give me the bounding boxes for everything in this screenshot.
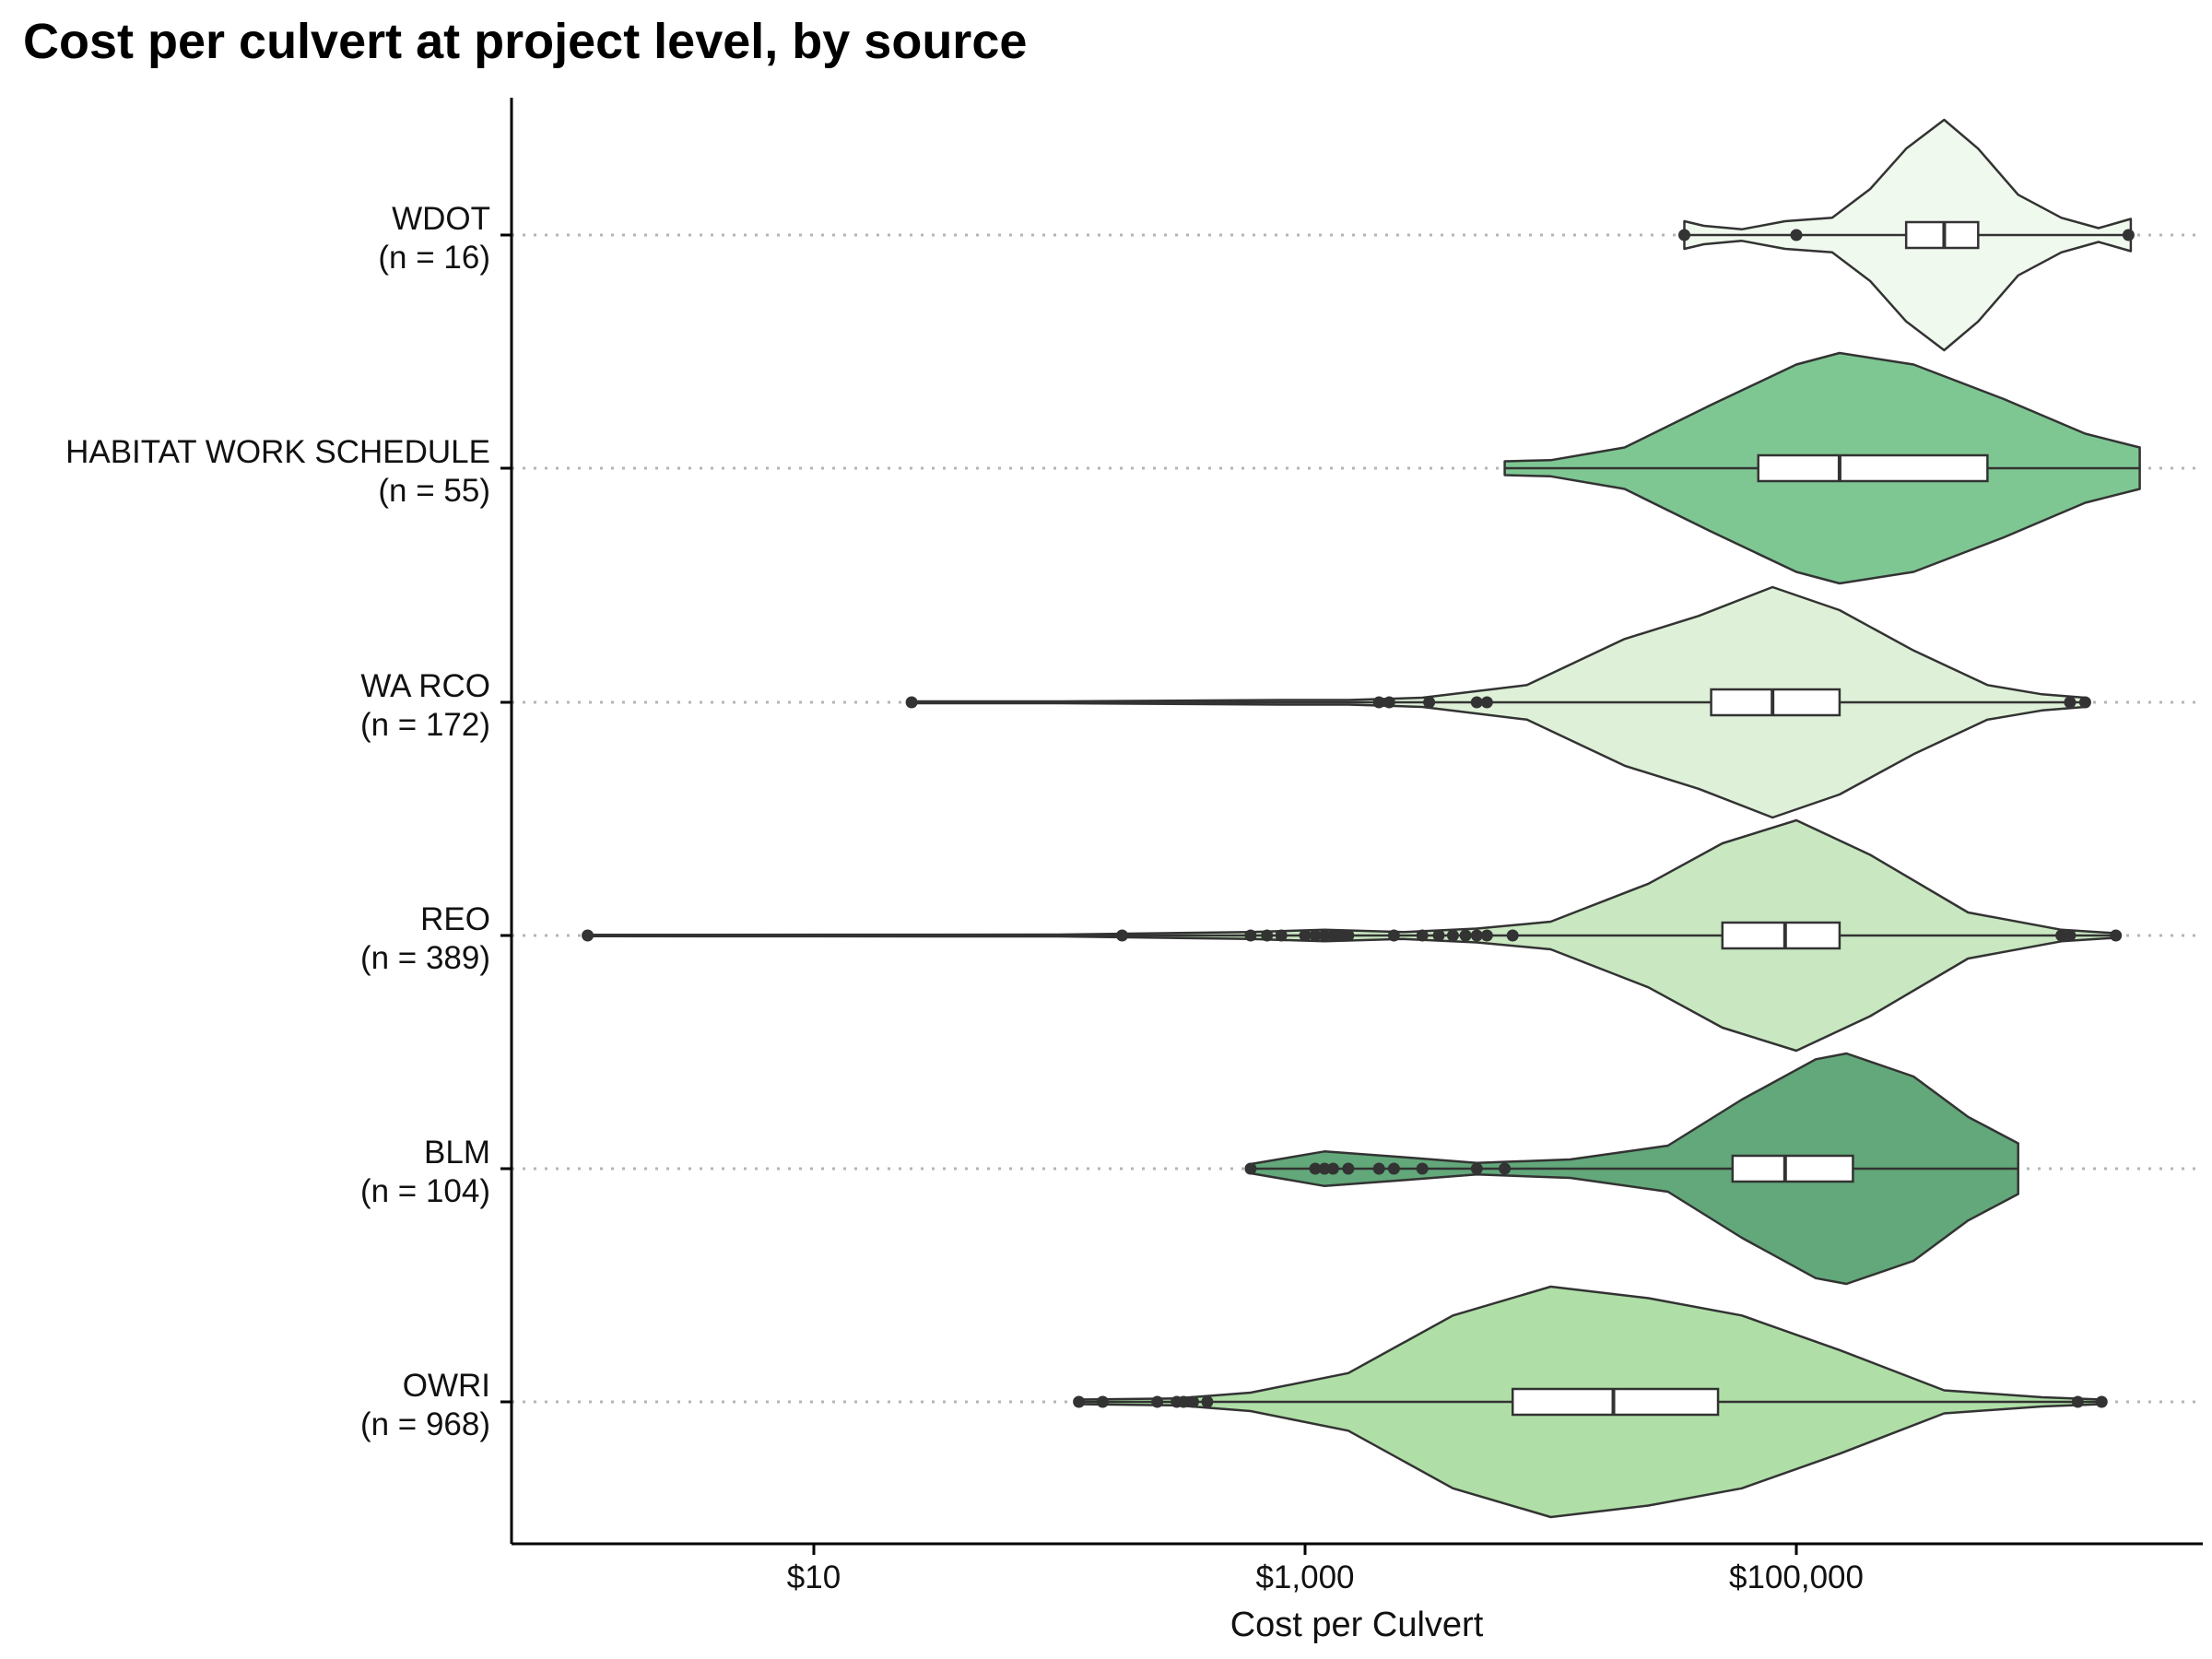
y-n-label-wdot: (n = 16): [378, 240, 490, 276]
y-n-label-owri: (n = 968): [360, 1406, 490, 1442]
outlier-blm-9: [1499, 1162, 1512, 1175]
outlier-reo-21: [2110, 929, 2123, 942]
outlier-wa-rco-6: [2064, 696, 2077, 709]
boxplots: [1511, 220, 1989, 1417]
outlier-wdot-2: [2122, 229, 2135, 241]
y-n-label-reo: (n = 389): [360, 940, 490, 976]
outlier-owri-5: [1187, 1395, 1199, 1408]
outlier-reo-3: [1261, 929, 1274, 942]
y-n-label-blm: (n = 104): [360, 1173, 490, 1209]
outlier-reo-5: [1299, 929, 1312, 942]
box-habitat-work-schedule: [1757, 453, 1989, 483]
outlier-owri-1: [1096, 1395, 1109, 1408]
outlier-reo-2: [1244, 929, 1257, 942]
outlier-reo-16: [1470, 929, 1483, 942]
outlier-blm-1: [1309, 1162, 1322, 1175]
y-label-wa-rco: WA RCO: [360, 668, 490, 704]
outlier-blm-6: [1387, 1162, 1400, 1175]
violins: [586, 118, 2141, 1519]
outlier-reo-0: [582, 929, 594, 942]
x-tick-label-0: $10: [787, 1559, 841, 1595]
outlier-blm-0: [1244, 1162, 1257, 1175]
outlier-wdot-1: [1790, 229, 1803, 241]
outlier-reo-18: [1506, 929, 1519, 942]
outlier-wa-rco-5: [1480, 696, 1493, 709]
outlier-wa-rco-7: [2078, 696, 2091, 709]
outlier-owri-7: [2071, 1395, 2084, 1408]
y-n-label-wa-rco: (n = 172): [360, 707, 490, 743]
outlier-reo-4: [1275, 929, 1288, 942]
outlier-points: [582, 229, 2135, 1408]
outlier-reo-1: [1116, 929, 1128, 942]
outlier-wdot-0: [1678, 229, 1690, 241]
outlier-wa-rco-1: [1372, 696, 1385, 709]
outlier-reo-12: [1416, 929, 1429, 942]
y-label-habitat-work-schedule: HABITAT WORK SCHEDULE: [65, 434, 490, 470]
outlier-owri-4: [1177, 1395, 1190, 1408]
outlier-reo-10: [1342, 929, 1355, 942]
outlier-reo-19: [2055, 929, 2068, 942]
outlier-reo-17: [1480, 929, 1493, 942]
y-axis-ticks: WDOT(n = 16) HABITAT WORK SCHEDULE(n = 55…: [65, 201, 512, 1442]
outlier-blm-4: [1342, 1162, 1355, 1175]
outlier-owri-6: [1201, 1395, 1214, 1408]
outlier-wa-rco-2: [1382, 696, 1395, 709]
outlier-blm-8: [1470, 1162, 1483, 1175]
outlier-reo-14: [1446, 929, 1459, 942]
outlier-owri-2: [1151, 1395, 1164, 1408]
box-owri: [1511, 1387, 1720, 1417]
outlier-reo-20: [2064, 929, 2077, 942]
y-label-owri: OWRI: [403, 1368, 490, 1404]
outlier-blm-3: [1326, 1162, 1339, 1175]
y-label-reo: REO: [420, 901, 490, 937]
chart-title: Cost per culvert at project level, by so…: [23, 14, 1028, 69]
outlier-wa-rco-0: [905, 696, 918, 709]
outlier-reo-6: [1309, 929, 1322, 942]
box-wdot: [1904, 220, 1980, 250]
outlier-owri-0: [1073, 1395, 1086, 1408]
x-axis-ticks: $10 $1,000 $100,000: [787, 1544, 1864, 1595]
outlier-blm-7: [1416, 1162, 1429, 1175]
outlier-wa-rco-4: [1470, 696, 1483, 709]
x-tick-label-1: $1,000: [1255, 1559, 1354, 1595]
box-reo: [1721, 921, 1841, 950]
x-axis-title: Cost per Culvert: [1230, 1606, 1484, 1644]
outlier-blm-2: [1318, 1162, 1331, 1175]
y-n-label-habitat-work-schedule: (n = 55): [378, 473, 490, 509]
y-label-wdot: WDOT: [392, 201, 490, 237]
outlier-reo-15: [1459, 929, 1472, 942]
box-wa-rco: [1710, 688, 1841, 717]
outlier-blm-5: [1372, 1162, 1385, 1175]
box-blm: [1731, 1154, 1854, 1183]
outlier-wa-rco-3: [1423, 696, 1436, 709]
outlier-owri-8: [2095, 1395, 2108, 1408]
x-tick-label-2: $100,000: [1729, 1559, 1864, 1595]
outlier-reo-7: [1318, 929, 1331, 942]
outlier-reo-11: [1387, 929, 1400, 942]
outlier-reo-13: [1432, 929, 1445, 942]
y-label-blm: BLM: [424, 1135, 490, 1171]
